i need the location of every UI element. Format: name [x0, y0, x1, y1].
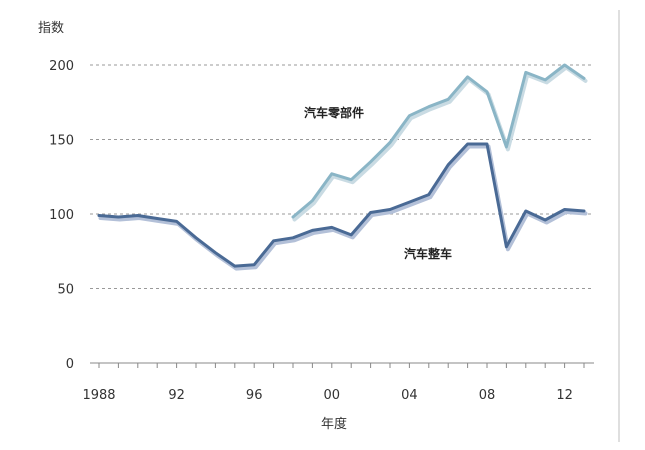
- series-line-1: [97, 142, 586, 268]
- y-tick-label: 0: [66, 357, 74, 372]
- x-tick-label: 96: [246, 388, 263, 403]
- x-tick-label: 1988: [82, 388, 115, 403]
- series-line-0: [291, 63, 586, 219]
- x-tick-label: 92: [168, 388, 185, 403]
- x-tick-label: 12: [556, 388, 573, 403]
- x-axis-title: 年度: [321, 416, 347, 432]
- x-tick-label: 08: [479, 388, 496, 403]
- series-shadow-1: [98, 144, 588, 271]
- x-tick-label: 00: [324, 388, 341, 403]
- y-tick-label: 100: [49, 208, 74, 223]
- y-axis-title: 指数: [38, 21, 64, 36]
- series-shadow-0: [292, 65, 588, 222]
- series-label-vehicles: 汽车整车: [404, 246, 452, 261]
- y-tick-label: 150: [49, 134, 74, 149]
- y-tick-label: 50: [57, 283, 74, 298]
- gridlines: [90, 64, 594, 289]
- x-tick-labels: 1988 92 96 00 04 08 12: [82, 363, 585, 403]
- y-tick-labels: 0 50 100 150 200: [49, 59, 74, 372]
- series-label-parts: 汽车零部件: [304, 105, 364, 120]
- series-lines: [97, 63, 588, 271]
- x-tick-label: 04: [401, 388, 418, 403]
- y-tick-label: 200: [49, 59, 74, 74]
